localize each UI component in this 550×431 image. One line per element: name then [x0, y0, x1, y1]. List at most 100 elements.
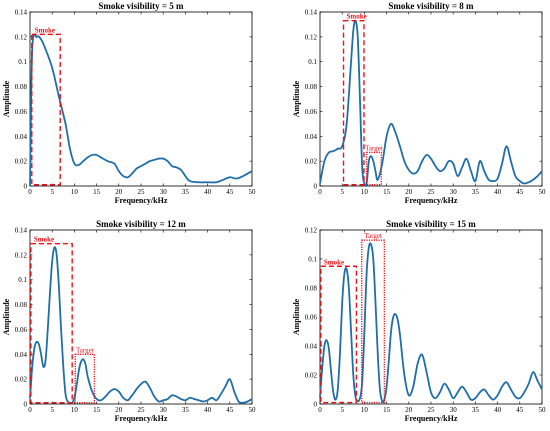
y-tick-label: 0	[314, 401, 318, 409]
x-tick-label: 25	[428, 188, 436, 196]
x-tick-label: 25	[138, 406, 146, 414]
chart-title: Smoke visibility = 8 m	[388, 1, 474, 11]
x-tick-label: 15	[383, 406, 391, 414]
y-tick-label: 0.14	[15, 227, 28, 235]
annotation-label-smoke: Smoke	[35, 26, 55, 34]
chart-panel-3: Smoke visibility = 12 m 0 5 10 15 20 25 30 35 40 4…	[2, 219, 256, 423]
y-tick-label: 0.1	[18, 58, 27, 66]
y-tick-label: 0.02	[305, 372, 318, 380]
annotation-box-target	[365, 151, 382, 186]
x-tick-label: 30	[160, 188, 168, 196]
x-tick-label: 15	[93, 406, 101, 414]
annotation-label-target: Target	[76, 346, 94, 354]
plot-frame	[29, 11, 253, 187]
chart-title: Smoke visibility = 5 m	[98, 1, 184, 11]
x-tick-label: 40	[204, 188, 212, 196]
y-tick-label: 0.14	[15, 9, 28, 17]
x-tick-label: 30	[160, 406, 168, 414]
annotation-box-smoke	[30, 242, 73, 404]
annotation-label-target: Target	[364, 232, 382, 240]
y-axis-label: Amplitude	[2, 298, 11, 335]
y-tick-label: 0	[24, 401, 28, 409]
y-tick-label: 0.12	[305, 227, 318, 235]
chart-title: Smoke visibility = 12 m	[96, 219, 186, 229]
y-tick-label: 0.04	[305, 133, 318, 141]
y-tick-label: 0.06	[305, 314, 318, 322]
y-tick-label: 0.08	[15, 83, 28, 91]
x-tick-label: 0	[318, 406, 322, 414]
x-tick-label: 10	[361, 406, 369, 414]
y-tick-label: 0.08	[15, 301, 28, 309]
x-axis-label: Frequency/kHz	[115, 414, 168, 423]
x-tick-label: 40	[494, 188, 502, 196]
x-tick-label: 20	[405, 188, 413, 196]
x-tick-label: 10	[71, 188, 79, 196]
x-tick-label: 35	[472, 188, 480, 196]
y-axis-label: Amplitude	[2, 80, 11, 117]
x-axis-label: Frequency/kHz	[405, 196, 458, 205]
chart-panel-2: Smoke visibility = 8 m 0 5 10 15 20 25 30 35 40 45…	[292, 1, 546, 205]
x-tick-label: 5	[50, 406, 54, 414]
y-tick-label: 0.12	[15, 251, 28, 259]
annotation-box-target	[361, 239, 386, 404]
x-tick-label: 20	[115, 188, 123, 196]
x-tick-label: 40	[204, 406, 212, 414]
x-tick-label: 50	[249, 188, 257, 196]
y-tick-label: 0.04	[15, 133, 28, 141]
y-tick-label: 0.08	[305, 285, 318, 293]
y-tick-label: 0	[24, 183, 28, 191]
x-tick-label: 10	[71, 406, 79, 414]
y-tick-label: 0.12	[305, 33, 318, 41]
series-line-1	[29, 33, 253, 187]
y-tick-label: 0.02	[15, 376, 28, 384]
x-tick-label: 5	[340, 406, 344, 414]
annotation-label-smoke: Smoke	[324, 258, 344, 266]
annotation-label-smoke: Smoke	[34, 236, 54, 244]
x-tick-label: 45	[226, 406, 234, 414]
y-axis-label: Amplitude	[292, 80, 301, 117]
y-tick-label: 0.02	[15, 158, 28, 166]
y-tick-label: 0.02	[305, 158, 318, 166]
annotation-box-target	[74, 353, 96, 404]
series-line-1	[29, 246, 253, 405]
x-tick-label: 50	[249, 406, 257, 414]
chart-panel-4: Smoke visibility = 15 m 0 5 10 15 20 25 30 35 40 4…	[292, 219, 546, 423]
x-axis-label: Frequency/kHz	[115, 196, 168, 205]
x-tick-label: 45	[516, 188, 524, 196]
annotation-box-smoke	[342, 20, 365, 186]
annotation-label-target: Target	[365, 144, 383, 152]
y-tick-label: 0.1	[18, 276, 27, 284]
x-tick-label: 45	[226, 188, 234, 196]
x-tick-label: 25	[138, 188, 146, 196]
y-tick-label: 0.06	[305, 108, 318, 116]
x-tick-label: 35	[472, 406, 480, 414]
y-tick-label: 0.1	[308, 58, 317, 66]
y-tick-label: 0.08	[305, 83, 318, 91]
x-tick-label: 15	[383, 188, 391, 196]
y-tick-label: 0	[314, 183, 318, 191]
annotation-box-smoke	[31, 33, 61, 186]
x-tick-label: 30	[450, 406, 458, 414]
annotation-box-smoke	[320, 265, 358, 404]
y-tick-label: 0.04	[15, 351, 28, 359]
x-tick-label: 15	[93, 188, 101, 196]
x-tick-label: 35	[182, 406, 190, 414]
x-tick-label: 50	[539, 406, 547, 414]
x-tick-label: 0	[318, 188, 322, 196]
x-tick-label: 10	[361, 188, 369, 196]
x-tick-label: 40	[494, 406, 502, 414]
chart-title: Smoke visibility = 15 m	[386, 219, 476, 229]
x-tick-label: 45	[516, 406, 524, 414]
x-tick-label: 25	[428, 406, 436, 414]
x-axis-label: Frequency/kHz	[405, 414, 458, 423]
x-tick-label: 35	[182, 188, 190, 196]
x-tick-label: 20	[115, 406, 123, 414]
y-tick-label: 0.12	[15, 33, 28, 41]
y-tick-label: 0.06	[15, 108, 28, 116]
y-tick-label: 0.14	[305, 9, 318, 17]
y-tick-label: 0.1	[308, 256, 317, 264]
x-tick-label: 0	[28, 406, 32, 414]
y-tick-label: 0.06	[15, 326, 28, 334]
annotation-label-smoke: Smoke	[347, 13, 367, 21]
